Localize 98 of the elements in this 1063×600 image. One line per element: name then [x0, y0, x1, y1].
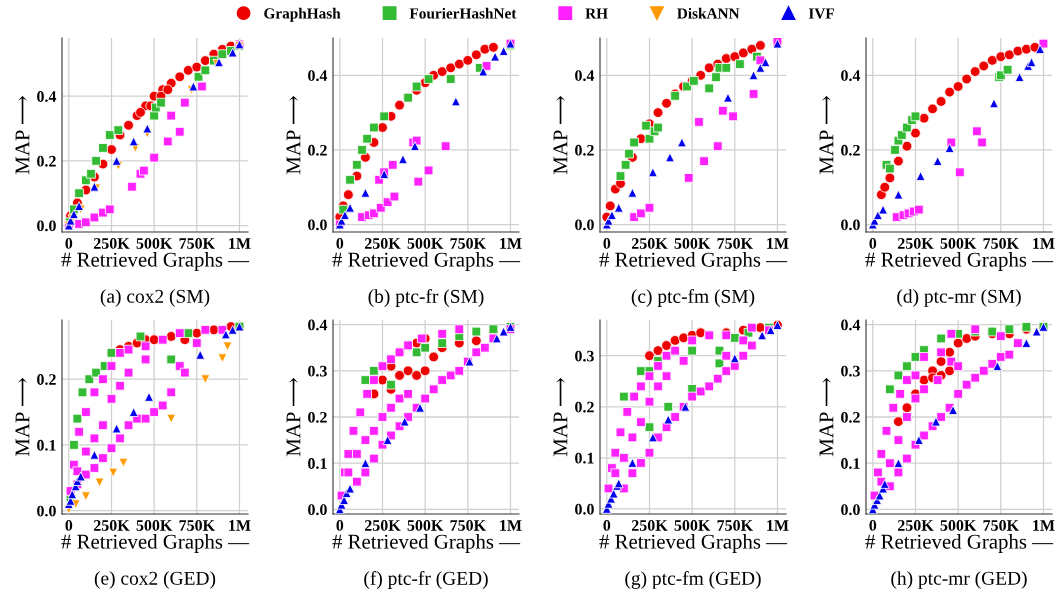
x-tick-label: 500K	[407, 520, 444, 531]
text: (f) ptc-fr (GED)	[364, 571, 488, 589]
text: (h) ptc-mr (GED)	[891, 571, 1027, 589]
legend-label: DiskANN	[677, 7, 740, 19]
y-tick-label: 0.0	[575, 503, 594, 515]
x-tick-label: 0	[65, 238, 73, 249]
y-tick-label: 0.2	[575, 401, 594, 413]
x-tick-label: 1M	[229, 520, 251, 531]
x-tick-label: 0	[65, 520, 73, 531]
x-axis-title: # Retrieved Graphs —	[61, 252, 250, 271]
x-tick-label: 750K	[450, 238, 486, 249]
x-tick-label: 1M	[229, 238, 251, 249]
x-tick-label: 750K	[983, 238, 1019, 249]
x-tick-label: 500K	[407, 238, 444, 249]
y-tick-label: 0.2	[308, 144, 327, 156]
x-tick-label: 250K	[93, 238, 130, 249]
x-tick-label: 0	[603, 238, 611, 249]
y-axis-title: MAP ⟶	[15, 96, 30, 175]
x-tick-label: 1M	[500, 520, 522, 531]
x-tick-label: 500K	[136, 238, 173, 249]
y-tick-label: 0.2	[37, 374, 56, 385]
y-tick-label: 0.4	[575, 70, 595, 82]
x-tick-label: 250K	[631, 238, 668, 249]
y-axis-title: MAP ⟶	[819, 96, 834, 175]
y-tick-label: 0.2	[37, 155, 56, 167]
x-tick-label: 750K	[450, 520, 486, 531]
x-tick-label: 250K	[93, 520, 130, 531]
legend-label: GraphHash	[264, 7, 341, 22]
y-tick-label: 0.1	[841, 458, 860, 469]
x-tick-label: 500K	[674, 238, 711, 249]
x-tick-label: 500K	[940, 520, 977, 531]
x-tick-label: 0	[336, 238, 344, 249]
y-tick-label: 0.0	[37, 220, 56, 232]
x-tick-label: 250K	[364, 238, 401, 249]
x-tick-label: 250K	[364, 520, 401, 531]
x-tick-label: 0	[336, 520, 344, 531]
x-tick-label: 1M	[1033, 238, 1055, 249]
x-tick-label: 0	[869, 520, 877, 531]
x-tick-label: 750K	[717, 238, 753, 249]
legend-label: FourierHashNet	[409, 7, 517, 19]
x-axis-title: # Retrieved Graphs —	[332, 534, 521, 553]
x-tick-label: 250K	[631, 520, 668, 531]
x-tick-label: 0	[869, 238, 877, 249]
y-tick-label: 0.4	[841, 319, 861, 331]
x-axis-title: # Retrieved Graphs —	[865, 252, 1054, 271]
y-tick-label: 0.2	[841, 144, 860, 156]
y-tick-label: 0.1	[575, 452, 594, 464]
text: (b) ptc-fr (SM)	[368, 289, 484, 307]
y-tick-label: 0.4	[308, 70, 328, 82]
y-tick-label: 0.2	[308, 411, 327, 423]
x-tick-label: 1M	[767, 520, 789, 531]
text: (e) cox2 (GED)	[94, 571, 216, 589]
y-axis-title: MAP ⟶	[553, 96, 568, 175]
y-tick-label: 0.3	[841, 365, 860, 377]
y-tick-label: 0.2	[575, 144, 594, 156]
x-tick-label: 500K	[674, 520, 711, 531]
y-tick-label: 0.1	[308, 458, 327, 469]
x-tick-label: 750K	[179, 238, 215, 249]
legend-label: IVF	[808, 8, 834, 19]
x-tick-label: 1M	[767, 238, 789, 249]
x-tick-label: 250K	[897, 520, 934, 531]
x-axis-title: # Retrieved Graphs —	[599, 534, 788, 553]
y-axis-title: MAP ⟶	[819, 378, 834, 457]
x-tick-label: 500K	[940, 238, 977, 249]
x-tick-label: 750K	[717, 520, 753, 531]
y-tick-label: 0.2	[841, 411, 860, 423]
y-tick-label: 0.0	[308, 219, 327, 231]
legend-label: RH	[585, 8, 608, 19]
y-tick-label: 0.3	[575, 350, 594, 362]
x-tick-label: 1M	[500, 238, 522, 249]
y-tick-label: 0.1	[37, 439, 56, 451]
y-tick-label: 0.4	[37, 91, 57, 102]
y-axis-title: MAP ⟶	[15, 378, 30, 457]
x-tick-label: 250K	[897, 238, 934, 249]
x-tick-label: 0	[603, 520, 611, 531]
y-tick-label: 0.0	[37, 505, 56, 517]
x-tick-label: 500K	[136, 520, 173, 531]
text: (a) cox2 (SM)	[100, 289, 210, 307]
x-axis-title: # Retrieved Graphs —	[599, 252, 788, 271]
y-tick-label: 0.0	[308, 504, 327, 516]
x-axis-title: # Retrieved Graphs —	[865, 534, 1054, 553]
y-tick-label: 0.4	[308, 319, 328, 331]
x-tick-label: 750K	[179, 520, 215, 531]
y-tick-label: 0.0	[841, 219, 860, 231]
y-axis-title: MAP ⟶	[286, 96, 301, 175]
text: (g) ptc-fm (GED)	[625, 571, 761, 589]
y-tick-label: 0.3	[308, 365, 327, 377]
text: (d) ptc-mr (SM)	[897, 289, 1021, 307]
y-tick-label: 0.4	[841, 70, 861, 82]
x-axis-title: # Retrieved Graphs —	[61, 534, 250, 553]
x-axis-title: # Retrieved Graphs —	[332, 252, 521, 271]
y-axis-title: MAP ⟶	[553, 378, 568, 457]
y-tick-label: 0.0	[841, 504, 860, 516]
y-axis-title: MAP ⟶	[286, 378, 301, 457]
text: (c) ptc-fm (SM)	[631, 289, 755, 307]
y-tick-label: 0.0	[575, 219, 594, 231]
x-tick-label: 750K	[983, 520, 1019, 531]
x-tick-label: 1M	[1033, 520, 1055, 531]
